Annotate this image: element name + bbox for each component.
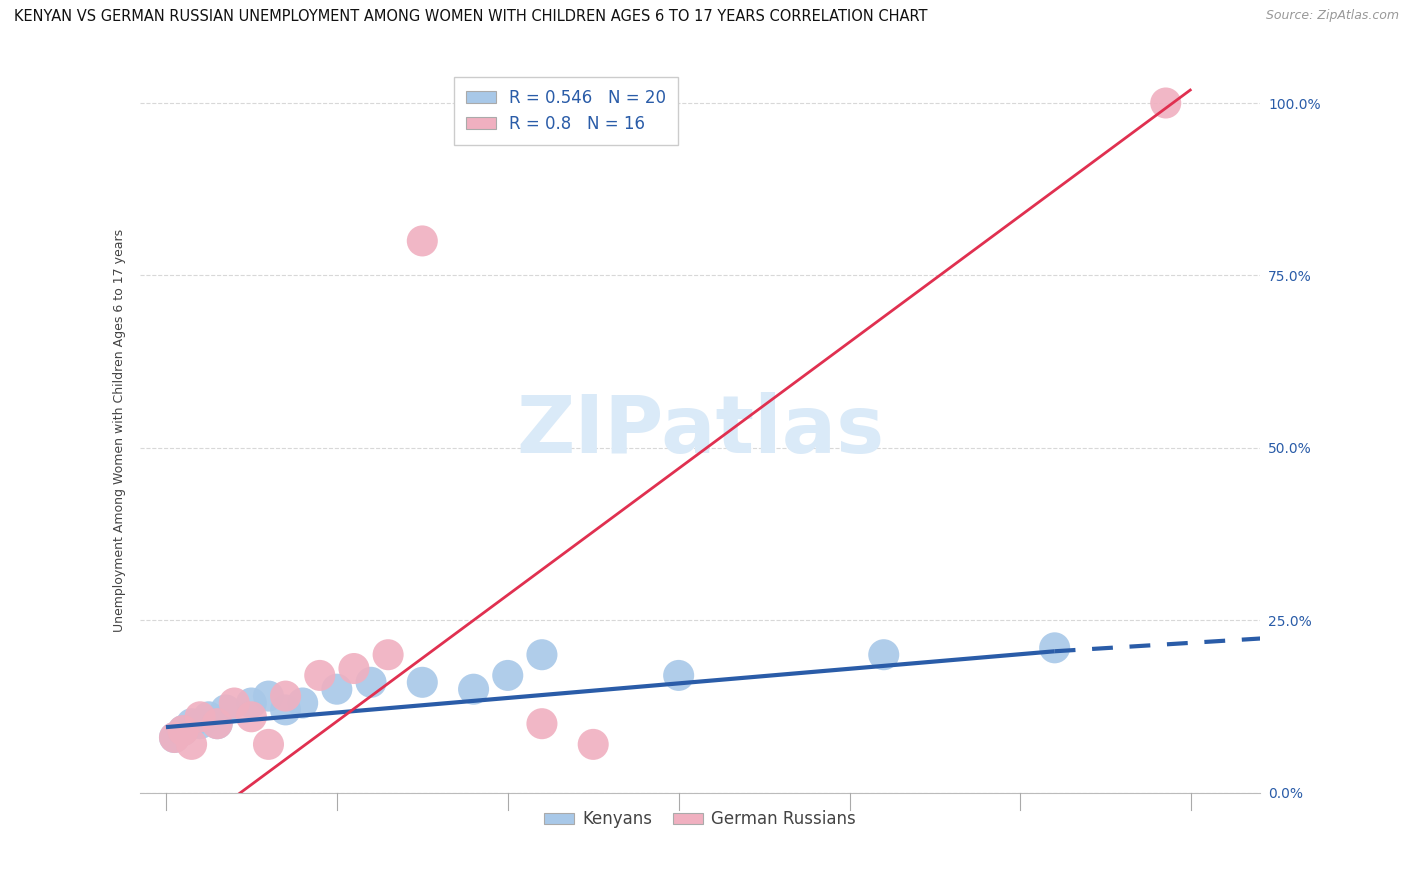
Point — [188, 710, 211, 724]
Point — [411, 234, 433, 248]
Point — [224, 696, 246, 710]
Point — [205, 716, 228, 731]
Point — [205, 716, 228, 731]
Point — [197, 710, 219, 724]
Point — [1154, 95, 1177, 110]
Text: Source: ZipAtlas.com: Source: ZipAtlas.com — [1265, 9, 1399, 22]
Point — [163, 731, 186, 745]
Point — [530, 716, 553, 731]
Point — [343, 661, 366, 675]
Point — [240, 696, 263, 710]
Point — [274, 689, 297, 703]
Point — [240, 710, 263, 724]
Point — [360, 675, 382, 690]
Point — [411, 675, 433, 690]
Point — [463, 682, 485, 697]
Point — [172, 723, 194, 738]
Point — [530, 648, 553, 662]
Point — [873, 648, 896, 662]
Point — [180, 716, 202, 731]
Point — [308, 668, 330, 682]
Text: KENYAN VS GERMAN RUSSIAN UNEMPLOYMENT AMONG WOMEN WITH CHILDREN AGES 6 TO 17 YEA: KENYAN VS GERMAN RUSSIAN UNEMPLOYMENT AM… — [14, 9, 928, 24]
Text: ZIPatlas: ZIPatlas — [516, 392, 884, 469]
Point — [1043, 640, 1066, 655]
Point — [257, 689, 280, 703]
Point — [163, 731, 186, 745]
Point — [377, 648, 399, 662]
Point — [291, 696, 314, 710]
Point — [326, 682, 349, 697]
Point — [180, 738, 202, 752]
Legend: Kenyans, German Russians: Kenyans, German Russians — [537, 804, 862, 835]
Y-axis label: Unemployment Among Women with Children Ages 6 to 17 years: Unemployment Among Women with Children A… — [114, 229, 127, 632]
Point — [188, 716, 211, 731]
Point — [257, 738, 280, 752]
Point — [496, 668, 519, 682]
Point — [274, 703, 297, 717]
Point — [668, 668, 690, 682]
Point — [172, 723, 194, 738]
Point — [582, 738, 605, 752]
Point — [215, 703, 238, 717]
